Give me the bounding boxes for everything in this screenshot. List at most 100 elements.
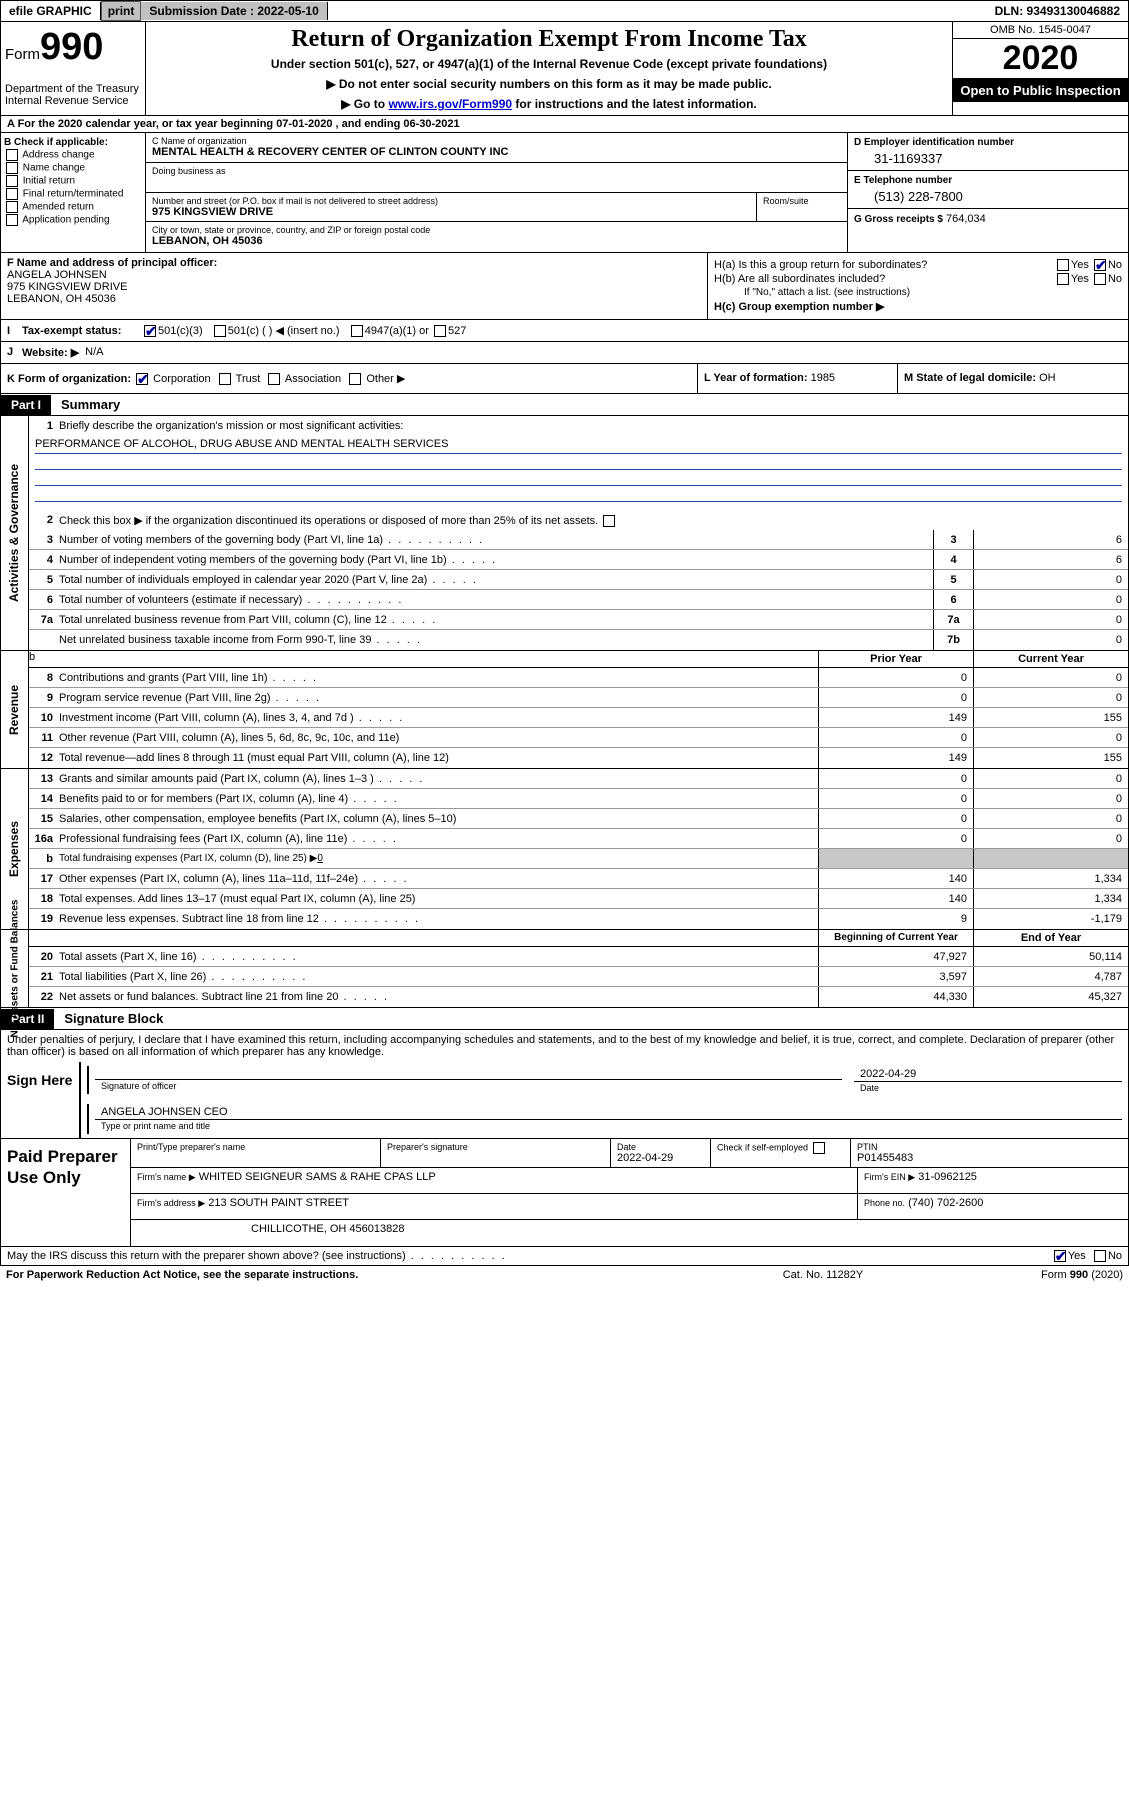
- firm-ein: 31-0962125: [918, 1171, 977, 1183]
- form-label: Form: [5, 46, 40, 63]
- hdr-end: End of Year: [973, 930, 1128, 946]
- line12-text: Total revenue—add lines 8 through 11 (mu…: [59, 750, 818, 766]
- main-title: Return of Organization Exempt From Incom…: [150, 26, 948, 53]
- cb-app-pending[interactable]: [6, 214, 18, 226]
- row-klm: K Form of organization: Corporation Trus…: [0, 364, 1129, 394]
- row-b-letter: b: [29, 651, 59, 667]
- col-f-officer: F Name and address of principal officer:…: [1, 253, 708, 319]
- cb-527[interactable]: [434, 325, 446, 337]
- lbl-name-change: Name change: [23, 163, 85, 174]
- cb-ha-no[interactable]: [1094, 259, 1106, 271]
- sig-officer-field[interactable]: [95, 1066, 842, 1080]
- section-revenue: Revenue b Prior Year Current Year 8Contr…: [0, 651, 1129, 769]
- cb-address-change[interactable]: [6, 149, 18, 161]
- room-suite-label: Room/suite: [757, 193, 847, 221]
- hdr-prior: Prior Year: [818, 651, 973, 667]
- line18-text: Total expenses. Add lines 13–17 (must eq…: [59, 891, 818, 907]
- p18: 140: [818, 889, 973, 908]
- hdr-curr: Current Year: [973, 651, 1128, 667]
- prep-date-val: 2022-04-29: [617, 1152, 704, 1164]
- cb-self-employed[interactable]: [813, 1142, 825, 1154]
- m-value: OH: [1039, 372, 1056, 384]
- section-expenses: Expenses 13Grants and similar amounts pa…: [0, 769, 1129, 930]
- mission-blank3: [35, 486, 1122, 502]
- hc-label: H(c) Group exemption number ▶: [714, 300, 1122, 313]
- section-netassets: Net Assets or Fund Balances Beginning of…: [0, 930, 1129, 1008]
- subtitle-2: ▶ Do not enter social security numbers o…: [150, 77, 948, 91]
- cb-discuss-no[interactable]: [1094, 1250, 1106, 1262]
- b21: 3,597: [818, 967, 973, 986]
- val-5: 0: [973, 570, 1128, 589]
- part2-header: Part II Signature Block: [0, 1008, 1129, 1030]
- ein-label: D Employer identification number: [854, 137, 1122, 148]
- vlabel-rev: Revenue: [8, 685, 22, 735]
- cb-501c[interactable]: [214, 325, 226, 337]
- cb-initial[interactable]: [6, 175, 18, 187]
- line3-text: Number of voting members of the governin…: [59, 532, 933, 548]
- col-h-group: H(a) Is this a group return for subordin…: [708, 253, 1128, 319]
- yes-label2: Yes: [1071, 273, 1089, 285]
- line7a-text: Total unrelated business revenue from Pa…: [59, 612, 933, 628]
- c13: 0: [973, 769, 1128, 788]
- officer-label: F Name and address of principal officer:: [7, 257, 701, 269]
- b22: 44,330: [818, 987, 973, 1007]
- part1-header: Part I Summary: [0, 394, 1129, 416]
- cb-discuss-yes[interactable]: [1054, 1250, 1066, 1262]
- cb-trust[interactable]: [219, 373, 231, 385]
- lbl-other: Other ▶: [366, 373, 405, 385]
- line16b-text: Total fundraising expenses (Part IX, col…: [59, 853, 317, 864]
- val-7a: 0: [973, 610, 1128, 629]
- line9-text: Program service revenue (Part VIII, line…: [59, 690, 818, 706]
- line8-text: Contributions and grants (Part VIII, lin…: [59, 670, 818, 686]
- cb-ha-yes[interactable]: [1057, 259, 1069, 271]
- website-value: N/A: [85, 346, 103, 359]
- cb-assoc[interactable]: [268, 373, 280, 385]
- l-label: L Year of formation:: [704, 372, 808, 384]
- row-a-tax-year: A For the 2020 calendar year, or tax yea…: [0, 116, 1129, 133]
- cb-corp[interactable]: [136, 373, 148, 385]
- cb-501c3[interactable]: [144, 325, 156, 337]
- lead-j: J: [7, 346, 22, 359]
- dept-label: Department of the Treasury: [5, 83, 141, 95]
- line14-text: Benefits paid to or for members (Part IX…: [59, 791, 818, 807]
- p11: 0: [818, 728, 973, 747]
- line20-text: Total assets (Part X, line 16): [59, 949, 818, 965]
- instructions-link[interactable]: www.irs.gov/Form990: [388, 97, 512, 111]
- c18: 1,334: [973, 889, 1128, 908]
- preparer-left-label: Paid Preparer Use Only: [1, 1139, 131, 1246]
- lbl-app-pending: Application pending: [22, 215, 109, 226]
- signature-block: Under penalties of perjury, I declare th…: [0, 1030, 1129, 1139]
- tel-value: (513) 228-7800: [854, 186, 1122, 204]
- form-footer-pre: Form: [1041, 1269, 1070, 1281]
- lbl-527: 527: [448, 325, 466, 337]
- prep-check-label: Check if self-employed: [717, 1143, 808, 1153]
- line1-text: Briefly describe the organization's miss…: [59, 418, 1128, 434]
- vlabel-gov: Activities & Governance: [8, 464, 22, 602]
- discuss-yes: Yes: [1068, 1250, 1086, 1262]
- print-button[interactable]: print: [101, 1, 142, 21]
- b20: 47,927: [818, 947, 973, 966]
- lbl-501c: 501(c) ( ) ◀ (insert no.): [228, 324, 340, 337]
- lbl-final: Final return/terminated: [23, 189, 124, 200]
- val-7b: 0: [973, 630, 1128, 650]
- p17: 140: [818, 869, 973, 888]
- phone-val: (740) 702-2600: [908, 1197, 983, 1209]
- part2-title: Signature Block: [54, 1008, 173, 1029]
- line19-text: Revenue less expenses. Subtract line 18 …: [59, 911, 818, 927]
- yes-label: Yes: [1071, 259, 1089, 271]
- cb-amended[interactable]: [6, 201, 18, 213]
- p9: 0: [818, 688, 973, 707]
- cb-4947[interactable]: [351, 325, 363, 337]
- lbl-corp: Corporation: [153, 373, 210, 385]
- ha-label: H(a) Is this a group return for subordin…: [714, 259, 1012, 271]
- cb-other[interactable]: [349, 373, 361, 385]
- lead-i: I: [7, 325, 22, 337]
- line10-text: Investment income (Part VIII, column (A)…: [59, 710, 818, 726]
- submission-date: Submission Date : 2022-05-10: [141, 2, 327, 20]
- cb-line2[interactable]: [603, 515, 615, 527]
- cb-hb-yes[interactable]: [1057, 273, 1069, 285]
- cb-hb-no[interactable]: [1094, 273, 1106, 285]
- cb-name-change[interactable]: [6, 162, 18, 174]
- irs-label: Internal Revenue Service: [5, 95, 141, 107]
- cb-final[interactable]: [6, 188, 18, 200]
